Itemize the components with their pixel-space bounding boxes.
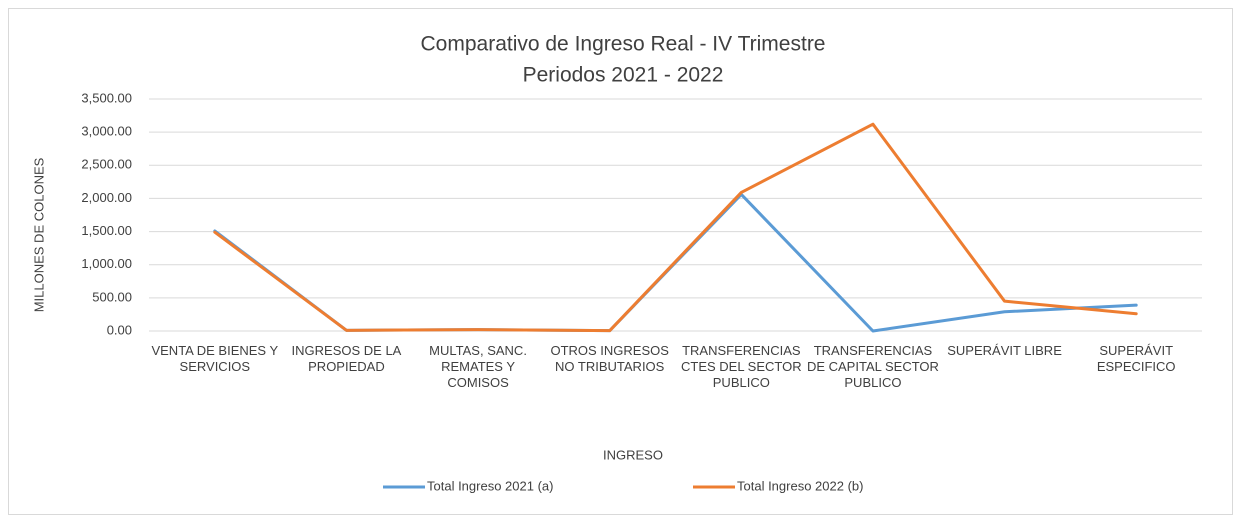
x-tick-label: TRANSFERENCIAS CTES DEL SECTOR PUBLICO <box>680 343 802 390</box>
x-axis-label: INGRESO <box>603 447 663 462</box>
x-tick-label: MULTAS, SANC. REMATES Y COMISOS <box>429 343 527 390</box>
y-tick-label: 3,000.00 <box>81 124 132 139</box>
x-tick-label: INGRESOS DE LA PROPIEDAD <box>291 343 402 374</box>
chart-subtitle: Periodos 2021 - 2022 <box>523 64 724 87</box>
x-tick-label-box: TRANSFERENCIAS DE CAPITAL SECTOR PUBLICO <box>806 343 939 390</box>
legend-label: Total Ingreso 2021 (a) <box>427 478 553 493</box>
y-axis-label: MILLONES DE COLONES <box>31 157 46 312</box>
x-tick-label: VENTA DE BIENES Y SERVICIOS <box>151 343 279 374</box>
series-line <box>213 122 1138 333</box>
x-tick-label: SUPERÁVIT ESPECIFICO <box>1096 343 1176 374</box>
x-tick-label-box: VENTA DE BIENES Y SERVICIOS <box>151 343 279 374</box>
x-tick-label-box: TRANSFERENCIAS CTES DEL SECTOR PUBLICO <box>680 343 802 390</box>
x-tick-label-box: SUPERÁVIT ESPECIFICO <box>1096 343 1176 374</box>
x-tick-label-box: SUPERÁVIT LIBRE <box>947 343 1062 358</box>
y-tick-label: 1,500.00 <box>81 223 132 238</box>
x-tick-label-box: OTROS INGRESOS NO TRIBUTARIOS <box>550 343 669 374</box>
chart-title: Comparativo de Ingreso Real - IV Trimest… <box>421 33 826 56</box>
chart-frame <box>8 8 1233 515</box>
y-tick-label: 0.00 <box>107 322 132 337</box>
x-tick-label-box: MULTAS, SANC. REMATES Y COMISOS <box>429 343 527 390</box>
x-tick-label: OTROS INGRESOS NO TRIBUTARIOS <box>550 343 669 374</box>
x-tick-label: TRANSFERENCIAS DE CAPITAL SECTOR PUBLICO <box>806 343 939 390</box>
y-tick-label: 1,000.00 <box>81 256 132 271</box>
x-tick-label-box: INGRESOS DE LA PROPIEDAD <box>291 343 402 374</box>
y-tick-label: 2,000.00 <box>81 190 132 205</box>
y-tick-label: 2,500.00 <box>81 157 132 172</box>
x-tick-label: SUPERÁVIT LIBRE <box>947 343 1062 358</box>
y-tick-label: 3,500.00 <box>81 90 132 105</box>
y-tick-label: 500.00 <box>92 289 132 304</box>
legend-label: Total Ingreso 2022 (b) <box>737 478 863 493</box>
